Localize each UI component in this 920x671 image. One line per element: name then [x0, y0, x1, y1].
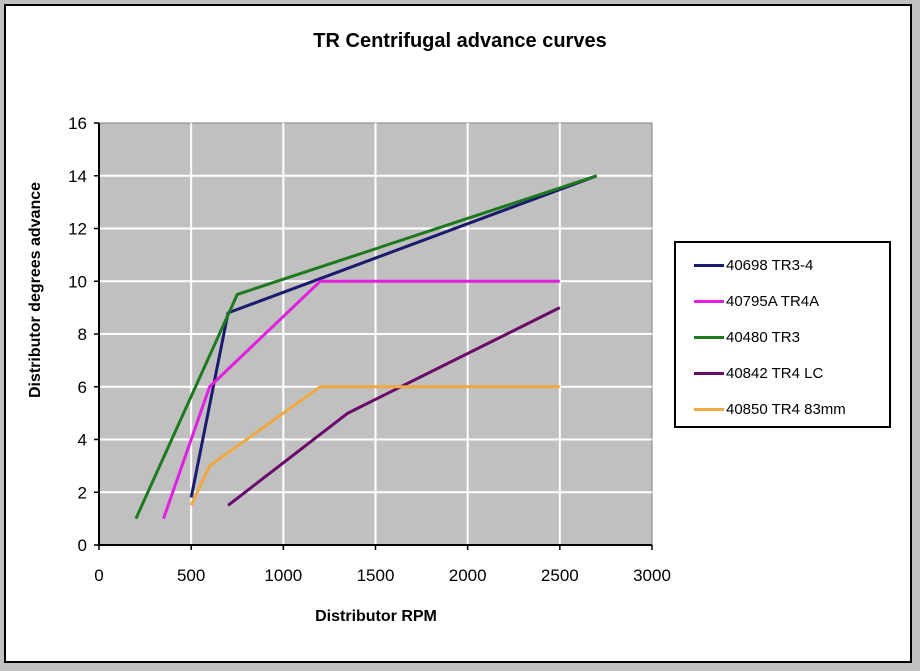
y-tick-label: 12	[68, 220, 87, 239]
legend-label: 40850 TR4 83mm	[726, 400, 846, 418]
legend-item: 40850 TR4 83mm	[694, 399, 846, 419]
x-tick-label: 2000	[449, 566, 487, 585]
legend-swatch	[694, 407, 724, 411]
y-tick-label: 10	[68, 272, 87, 291]
legend-label: 40842 TR4 LC	[726, 364, 824, 382]
axes: 0 2 4 6 8 10 12 14 16 0 500 1000 1500 2000 2500 3000	[68, 114, 671, 585]
y-tick-label: 16	[68, 114, 87, 133]
y-tick-label: 6	[78, 378, 87, 397]
legend-swatch	[694, 263, 724, 267]
legend-item: 40698 TR3-4	[694, 255, 813, 275]
x-axis-label: Distributor RPM	[315, 608, 437, 625]
x-tick-label: 3000	[633, 566, 671, 585]
legend-label: 40795A TR4A	[726, 292, 820, 310]
legend-item: 40795A TR4A	[694, 291, 819, 311]
x-tick-label: 500	[177, 566, 205, 585]
legend: 40698 TR3-4 40795A TR4A 40480 TR3 40842 …	[674, 241, 891, 428]
gridlines	[98, 122, 653, 546]
legend-swatch	[694, 371, 724, 375]
y-tick-label: 8	[78, 325, 87, 344]
x-tick-label: 1500	[357, 566, 395, 585]
y-tick-label: 4	[78, 431, 87, 450]
y-tick-label: 0	[78, 536, 87, 555]
legend-label: 40480 TR3	[726, 328, 800, 346]
x-tick-label: 2500	[541, 566, 579, 585]
data-series	[134, 174, 598, 520]
legend-swatch	[694, 335, 724, 339]
chart-title: TR Centrifugal advance curves	[313, 30, 607, 52]
legend-label: 40698 TR3-4	[726, 256, 814, 274]
series-line	[227, 306, 561, 507]
y-tick-label: 14	[68, 167, 87, 186]
x-tick-label: 1000	[264, 566, 302, 585]
legend-item: 40480 TR3	[694, 327, 800, 347]
x-tick-label: 0	[94, 566, 103, 585]
series-line	[134, 174, 598, 520]
series-line	[162, 279, 560, 520]
legend-item: 40842 TR4 LC	[694, 363, 823, 383]
legend-swatch	[694, 299, 724, 303]
y-tick-label: 2	[78, 483, 87, 502]
series-line	[189, 385, 560, 507]
